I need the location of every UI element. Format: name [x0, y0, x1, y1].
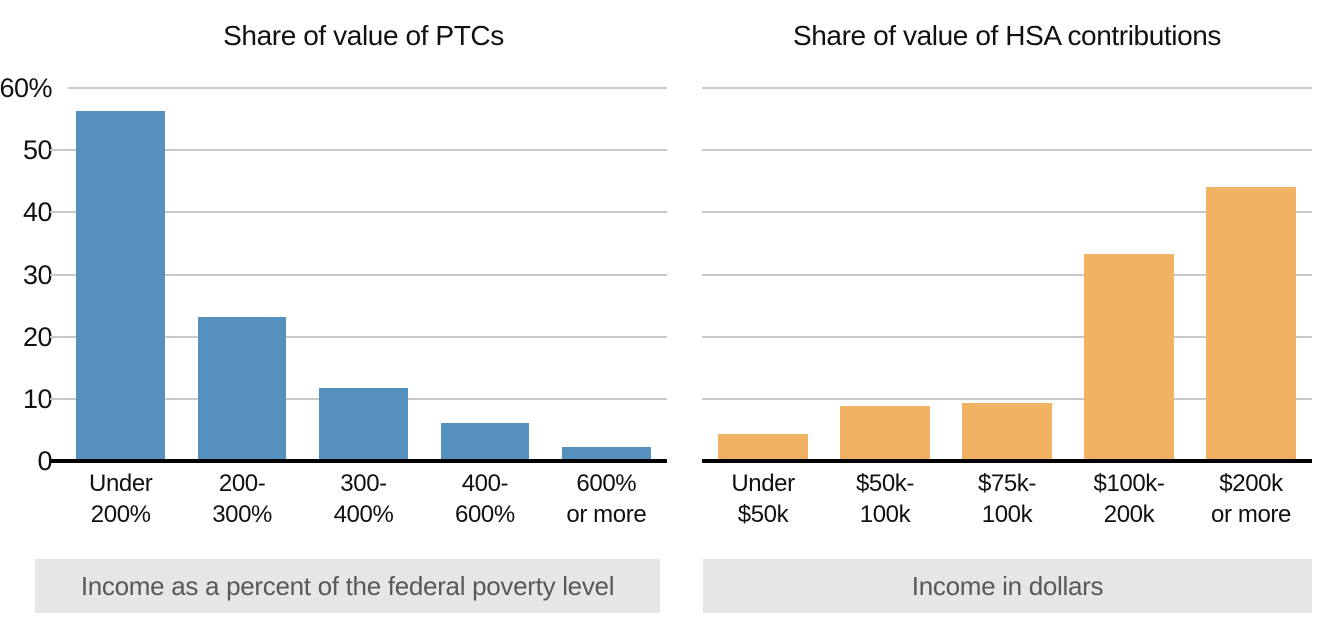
gridline-60 — [702, 87, 1312, 89]
x-category-label-4: $200k or more — [1211, 470, 1291, 528]
bar-slot — [1190, 88, 1312, 461]
y-tick-label-40: 40 — [22, 197, 53, 228]
bar-series — [60, 88, 667, 461]
y-tick-label-50: 50 — [22, 135, 53, 166]
y-tick-label-10: 10 — [22, 383, 53, 414]
bar-3 — [1084, 254, 1174, 461]
right-chart-plot-area — [702, 87, 1312, 463]
bar-1 — [840, 406, 930, 461]
x-category-label-3: $100k- 200k — [1093, 470, 1165, 528]
left-chart-x-axis-caption: Income as a percent of the federal pover… — [35, 559, 660, 613]
bar-2 — [319, 387, 408, 461]
bar-4 — [1206, 187, 1296, 461]
x-category-label-2: 300- 400% — [333, 470, 394, 528]
left-chart-x-axis: Under 200% 200- 300% 300- 400% 400- 600% 600… — [60, 468, 667, 530]
bar-3 — [440, 423, 530, 461]
gridline-50 — [702, 149, 1312, 152]
x-category-label-0: Under $50k — [731, 470, 795, 528]
right-chart-x-axis-caption: Income in dollars — [703, 559, 1312, 613]
y-tick-label-30: 30 — [22, 259, 53, 290]
left-chart-y-axis: 60% 50 40 30 20 10 0 — [0, 73, 54, 476]
x-category-label-0: Under 200% — [89, 470, 153, 528]
x-category-label-3: 400- 600% — [455, 470, 515, 528]
gridline-20 — [702, 335, 1312, 338]
gridline-20 — [50, 335, 667, 338]
x-axis-line — [50, 459, 667, 463]
bar-slot — [546, 88, 667, 461]
gridline-40 — [702, 211, 1312, 214]
gridline-30 — [702, 273, 1312, 276]
bar-slot — [702, 88, 824, 461]
right-chart-title: Share of value of HSA contributions — [792, 20, 1222, 51]
left-chart-plot-area — [50, 87, 667, 463]
gridline-60 — [68, 87, 667, 89]
bar-series — [702, 88, 1312, 461]
y-tick-label-60pct: 60% — [0, 73, 53, 103]
bar-slot — [424, 88, 545, 461]
y-tick-label-20: 20 — [22, 321, 53, 352]
bar-0 — [718, 433, 808, 461]
gridline-50 — [50, 149, 667, 152]
bar-slot — [946, 88, 1068, 461]
bar-2 — [962, 402, 1052, 461]
bar-0 — [76, 111, 166, 461]
gridline-10 — [702, 397, 1312, 400]
x-category-label-1: $50k- 100k — [855, 470, 915, 528]
bar-4 — [562, 446, 651, 461]
bar-slot — [303, 88, 424, 461]
bar-slot — [181, 88, 302, 461]
bar-slot — [1068, 88, 1190, 461]
x-category-label-2: $75k- 100k — [977, 470, 1037, 528]
y-tick-label-0: 0 — [37, 446, 52, 476]
x-category-label-4: 600% or more — [566, 470, 647, 528]
x-category-label-1: 200- 300% — [212, 470, 272, 528]
bar-1 — [197, 317, 287, 461]
x-axis-line — [702, 459, 1312, 463]
bar-slot — [824, 88, 946, 461]
right-chart-x-axis: Under $50k $50k- 100k $75k- 100k $100k- 200… — [702, 468, 1312, 530]
gridline-30 — [50, 273, 667, 276]
bar-slot — [60, 88, 181, 461]
left-chart-title: Share of value of PTCs — [223, 20, 504, 51]
gridline-40 — [50, 211, 667, 214]
